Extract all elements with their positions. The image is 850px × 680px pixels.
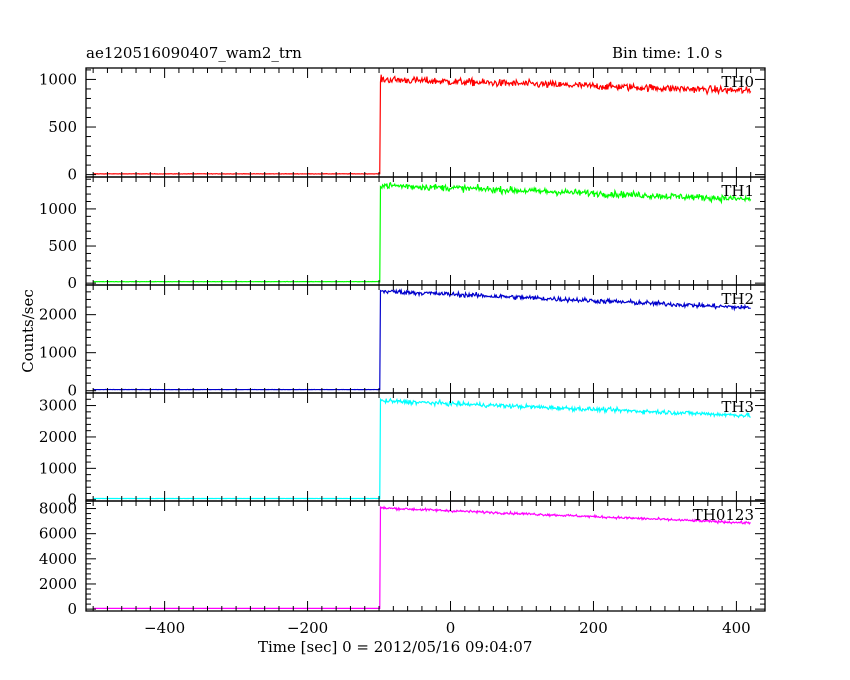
y-tick-label: 2000 xyxy=(39,428,77,446)
x-tick-label: −400 xyxy=(144,619,185,637)
y-tick-label: 3000 xyxy=(39,397,77,415)
bin-time-label: Bin time: 1.0 s xyxy=(612,44,723,62)
x-tick-label: 0 xyxy=(446,619,456,637)
y-tick-label: 4000 xyxy=(39,550,77,568)
series-line-th2 xyxy=(93,288,751,391)
x-tick-label: 400 xyxy=(722,619,751,637)
x-axis-title: Time [sec] 0 = 2012/05/16 09:04:07 xyxy=(258,638,533,656)
series-line-th1 xyxy=(93,181,752,283)
panel-label-th0123: TH0123 xyxy=(693,506,754,524)
panel-th2: 0 1000 2000 TH2 xyxy=(39,284,766,400)
panel-label-th0: TH0 xyxy=(721,73,754,91)
panel-frame xyxy=(85,500,766,612)
panel-th3: 0 1000 2000 3000 TH3 xyxy=(39,392,766,509)
panel-frame xyxy=(85,176,766,286)
panel-th0: 0 500 1000 TH0 xyxy=(39,67,766,184)
panel-frame xyxy=(85,392,766,502)
y-tick-label: 1000 xyxy=(39,344,77,362)
panel-label-th1: TH1 xyxy=(721,182,754,200)
y-tick-label: 8000 xyxy=(39,500,77,518)
x-tick-label: −200 xyxy=(287,619,328,637)
y-tick-label: 2000 xyxy=(39,575,77,593)
y-tick-label: 0 xyxy=(67,491,77,509)
chart-title: ae120516090407_wam2_trn xyxy=(86,44,302,62)
y-tick-label: 2000 xyxy=(39,306,77,324)
y-tick-label: 0 xyxy=(67,166,77,184)
panel-label-th3: TH3 xyxy=(721,398,754,416)
y-axis-title: Counts/sec xyxy=(19,289,37,373)
y-tick-label: 500 xyxy=(48,118,77,136)
y-tick-label: 0 xyxy=(67,600,77,618)
y-tick-label: 500 xyxy=(48,237,77,255)
series-line-th0 xyxy=(93,74,752,175)
x-tick-label: 200 xyxy=(579,619,608,637)
panel-th0123: 0 2000 4000 6000 8000 TH0123 xyxy=(39,500,766,618)
y-tick-label: 0 xyxy=(67,274,77,292)
y-tick-label: 6000 xyxy=(39,525,77,543)
y-tick-label: 1000 xyxy=(39,70,77,88)
panel-frame xyxy=(85,67,766,178)
series-line-th0123 xyxy=(93,505,751,609)
y-tick-label: 1000 xyxy=(39,459,77,477)
series-line-th3 xyxy=(93,397,751,500)
y-tick-label: 0 xyxy=(67,382,77,400)
panel-th1: 0 500 1000 TH1 xyxy=(39,176,766,292)
y-tick-label: 1000 xyxy=(39,200,77,218)
panel-label-th2: TH2 xyxy=(721,290,754,308)
